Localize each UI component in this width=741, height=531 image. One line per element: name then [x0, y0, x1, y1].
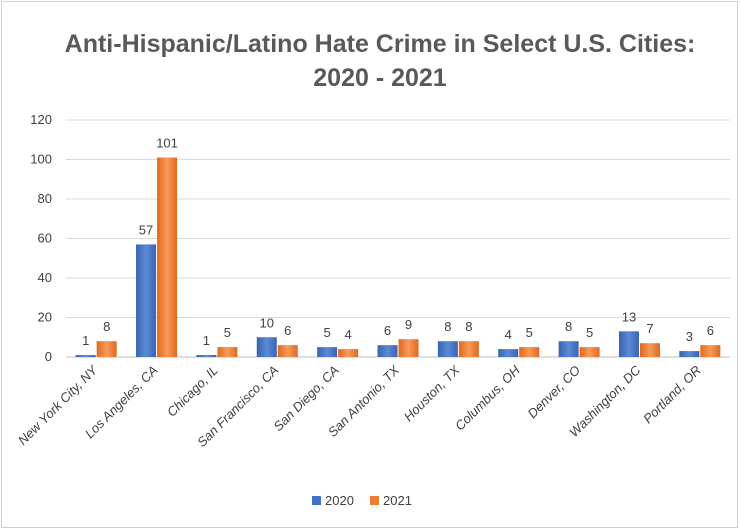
- data-label-2020: 10: [260, 315, 274, 330]
- data-label-2021: 5: [526, 325, 533, 340]
- category-label: Columbus, OH: [452, 362, 523, 433]
- bar-2020: [136, 244, 156, 357]
- bar-2021: [338, 349, 358, 357]
- legend-swatch-2020: [312, 496, 321, 505]
- data-label-2021: 7: [646, 321, 653, 336]
- bar-2020: [317, 347, 337, 357]
- data-label-2021: 4: [345, 327, 352, 342]
- y-tick-label: 60: [38, 231, 52, 246]
- data-label-2020: 8: [444, 319, 451, 334]
- bar-2021: [640, 343, 660, 357]
- legend-label-2021: 2021: [383, 493, 412, 508]
- y-tick-label: 100: [30, 152, 52, 167]
- bar-2020: [559, 341, 579, 357]
- data-label-2020: 1: [203, 333, 210, 348]
- legend: 2020 2021: [312, 493, 412, 508]
- data-label-2021: 8: [465, 319, 472, 334]
- data-label-2020: 13: [622, 309, 636, 324]
- bars: [76, 158, 721, 357]
- data-label-2020: 5: [324, 325, 331, 340]
- bar-2021: [157, 158, 177, 357]
- data-label-2021: 6: [707, 323, 714, 338]
- data-label-2020: 3: [686, 329, 693, 344]
- y-tick-label: 20: [38, 310, 52, 325]
- bar-2020: [498, 349, 518, 357]
- category-label: Portland, OR: [640, 363, 704, 427]
- bar-2020: [378, 345, 398, 357]
- data-label-2020: 4: [505, 327, 512, 342]
- bar-2021: [519, 347, 539, 357]
- data-label-2021: 6: [284, 323, 291, 338]
- category-label: Houston, TX: [401, 362, 464, 425]
- y-tick-label: 120: [30, 112, 52, 127]
- bar-2020: [619, 331, 639, 357]
- bar-2021: [399, 339, 419, 357]
- bar-2021: [700, 345, 720, 357]
- data-label-2020: 1: [82, 333, 89, 348]
- bar-2020: [679, 351, 699, 357]
- bar-2020: [257, 337, 277, 357]
- legend-swatch-2021: [370, 496, 379, 505]
- bar-2021: [217, 347, 237, 357]
- category-label: Chicago, IL: [164, 363, 221, 420]
- category-label: Denver, CO: [525, 363, 584, 422]
- bar-2021: [580, 347, 600, 357]
- legend-label-2020: 2020: [325, 493, 354, 508]
- data-label-2021: 9: [405, 317, 412, 332]
- data-label-2021: 5: [224, 325, 231, 340]
- data-label-2021: 5: [586, 325, 593, 340]
- bar-2021: [459, 341, 479, 357]
- data-label-2020: 8: [565, 319, 572, 334]
- bar-2020: [76, 355, 96, 357]
- chart-title-line-1: Anti-Hispanic/Latino Hate Crime in Selec…: [65, 30, 696, 58]
- data-label-2021: 8: [103, 319, 110, 334]
- bar-2021: [278, 345, 298, 357]
- bar-2021: [97, 341, 117, 357]
- data-label-2020: 6: [384, 323, 391, 338]
- data-label-2020: 57: [139, 222, 153, 237]
- chart-title-line-2: 2020 - 2021: [313, 64, 447, 92]
- y-tick-label: 0: [45, 349, 52, 364]
- data-label-2021: 101: [156, 136, 178, 151]
- bar-2020: [438, 341, 458, 357]
- bar-2020: [196, 355, 216, 357]
- y-tick-label: 40: [38, 270, 52, 285]
- y-tick-label: 80: [38, 191, 52, 206]
